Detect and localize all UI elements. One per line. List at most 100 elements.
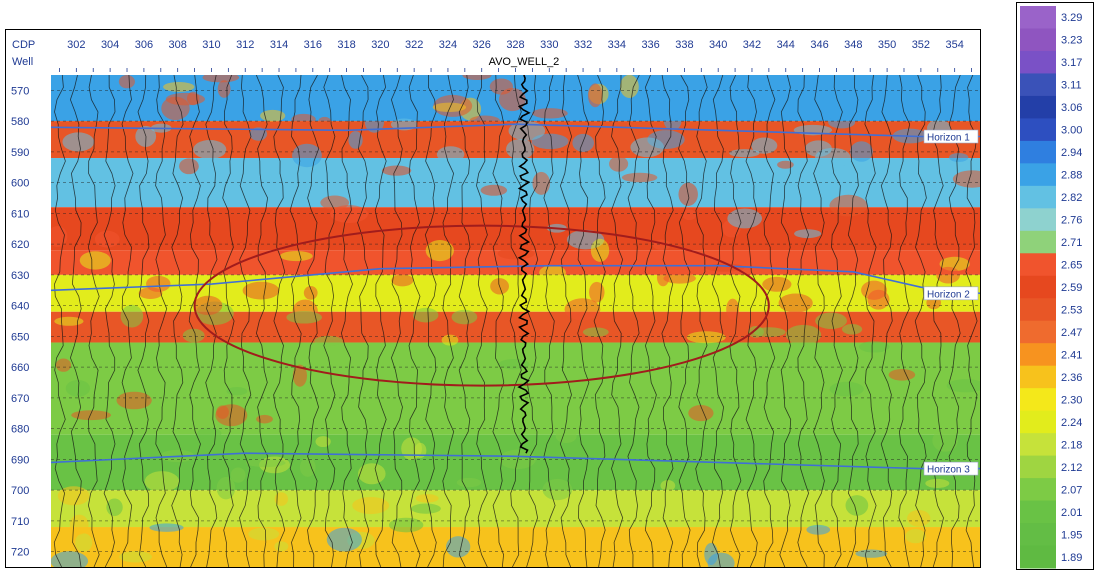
- colorbar-panel: 3.29 3.23 3.17 3.11 3.06 3.00 2.94 2.88 2.82 2.76…: [1016, 2, 1094, 570]
- texture-blob: [432, 102, 467, 112]
- trace-335: [627, 75, 640, 567]
- trace-342: [745, 75, 758, 567]
- trace-309: [188, 75, 201, 567]
- texture-blob: [936, 266, 960, 284]
- cdp-header-label: CDP: [12, 39, 35, 51]
- texture-blob: [858, 341, 890, 353]
- texture-blob: [118, 75, 135, 89]
- trace-308: [171, 75, 184, 567]
- colorbar-swatch-17: [1020, 388, 1056, 412]
- colorbar-label-4: 3.06: [1061, 102, 1082, 114]
- colorbar-label-7: 2.88: [1061, 170, 1082, 182]
- texture-blob: [314, 335, 343, 347]
- x-tick-label-352: 352: [912, 39, 930, 51]
- horizon-3-label-box: [923, 461, 979, 476]
- texture-blob: [388, 517, 424, 533]
- horizon-1-label-box: [923, 129, 979, 144]
- texture-blob: [75, 533, 93, 552]
- trace-346: [813, 75, 825, 567]
- trace-330: [543, 75, 556, 567]
- texture-blob: [193, 139, 227, 160]
- trace-334: [611, 75, 624, 567]
- texture-blob: [660, 479, 676, 492]
- texture-blob: [777, 160, 794, 169]
- texture-blob: [590, 238, 610, 262]
- x-tick-label-318: 318: [337, 39, 355, 51]
- x-tick-label-332: 332: [574, 39, 592, 51]
- texture-blob: [555, 429, 577, 443]
- colorbar-label-2: 3.17: [1061, 57, 1082, 69]
- texture-blob: [532, 171, 551, 195]
- texture-blob: [216, 405, 229, 419]
- y-tick-label-650: 650: [11, 331, 29, 343]
- texture-blob: [531, 133, 569, 150]
- colorbar-swatch-1: [1020, 28, 1056, 52]
- colorbar-swatch-15: [1020, 343, 1056, 367]
- colorbar-swatch-2: [1020, 50, 1056, 74]
- colorbar-label-15: 2.41: [1061, 349, 1082, 361]
- texture-blob: [729, 149, 760, 158]
- texture-blob: [753, 327, 786, 337]
- trace-337: [661, 75, 674, 567]
- texture-blob: [828, 115, 856, 129]
- texture-blob: [480, 184, 508, 196]
- texture-blob: [116, 391, 152, 410]
- texture-blob: [79, 251, 111, 270]
- colorbar-swatch-0: [1020, 6, 1056, 29]
- texture-blob: [932, 429, 958, 452]
- colorbar-label-12: 2.59: [1061, 282, 1082, 294]
- x-tick-label-302: 302: [67, 39, 85, 51]
- colorbar-swatch-22: [1020, 500, 1056, 524]
- trace-325: [458, 75, 471, 567]
- colorbar-label-3: 3.11: [1061, 80, 1082, 92]
- trace-354: [948, 75, 961, 567]
- colorbar-label-19: 2.18: [1061, 439, 1082, 451]
- texture-blob: [299, 457, 316, 477]
- x-tick-label-326: 326: [473, 39, 491, 51]
- colorbar-swatch-4: [1020, 95, 1056, 119]
- texture-blob: [413, 307, 439, 323]
- x-tick-label-334: 334: [608, 39, 626, 51]
- trace-343: [763, 75, 776, 567]
- texture-blob: [663, 112, 682, 131]
- texture-blob: [456, 477, 482, 488]
- texture-blob: [303, 286, 318, 300]
- colorbar-swatch-5: [1020, 118, 1056, 142]
- horizon-3-label: Horizon 3: [927, 465, 970, 476]
- colorbar-label-14: 2.47: [1061, 327, 1082, 339]
- texture-blob: [163, 81, 195, 92]
- x-tick-label-354: 354: [945, 39, 963, 51]
- colorbar-label-9: 2.76: [1061, 215, 1082, 227]
- colorbar-label-20: 2.12: [1061, 462, 1082, 474]
- texture-blob: [587, 83, 603, 108]
- trace-338: [678, 75, 691, 567]
- texture-blob: [364, 110, 385, 133]
- texture-blob: [197, 427, 222, 440]
- y-tick-label-610: 610: [11, 208, 29, 220]
- colorbar: 3.29 3.23 3.17 3.11 3.06 3.00 2.94 2.88 2.82 2.76…: [1020, 6, 1082, 569]
- trace-345: [797, 75, 810, 567]
- texture-blob: [381, 165, 412, 176]
- trace-301: [53, 75, 66, 567]
- plot-area: [51, 75, 980, 567]
- colorbar-swatch-9: [1020, 208, 1056, 232]
- texture-blob: [436, 146, 465, 163]
- x-tick-label-308: 308: [169, 39, 187, 51]
- trace-347: [831, 75, 843, 567]
- trace-317: [323, 75, 336, 567]
- texture-blob: [707, 552, 735, 567]
- texture-blob: [69, 514, 89, 535]
- texture-blob: [572, 133, 595, 152]
- texture-blob: [508, 121, 546, 141]
- texture-blob: [688, 404, 714, 422]
- texture-blob: [165, 92, 205, 106]
- colorbar-label-21: 2.07: [1061, 484, 1082, 496]
- texture-blob: [589, 281, 605, 303]
- texture-blob: [855, 549, 888, 558]
- y-tick-label-580: 580: [11, 116, 29, 128]
- texture-blob: [815, 312, 847, 330]
- texture-blob: [620, 75, 639, 99]
- texture-blob: [138, 287, 163, 299]
- x-tick-label-312: 312: [236, 39, 254, 51]
- y-tick-label-670: 670: [11, 393, 29, 405]
